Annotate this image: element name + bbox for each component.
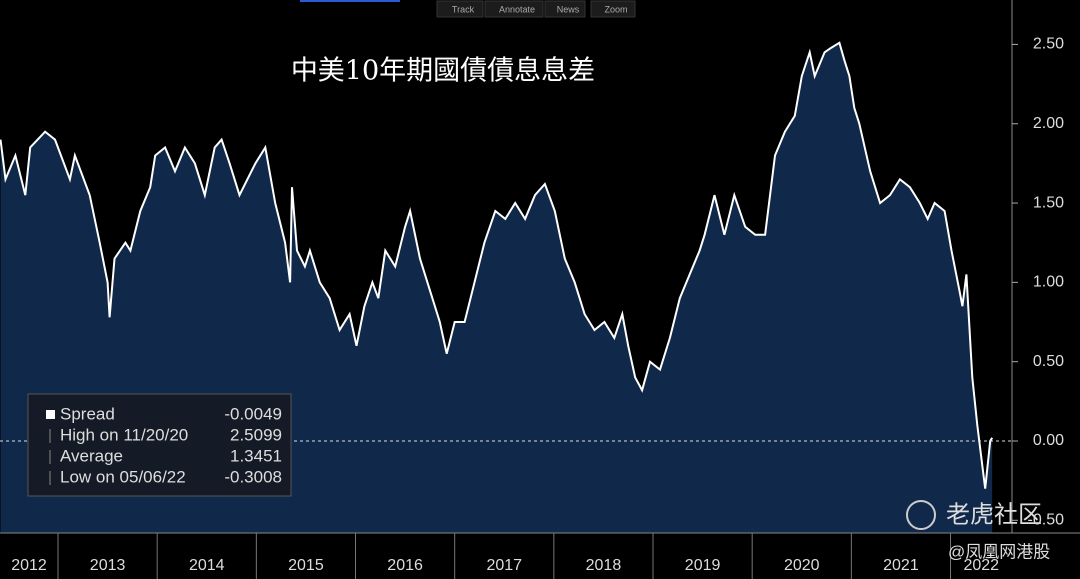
legend-label: Average: [60, 446, 123, 465]
watermark-brand: 老虎社区: [946, 501, 1042, 528]
toolbar-button[interactable]: [436, 0, 484, 18]
x-tick-label: 2022: [963, 557, 999, 574]
legend-value: 1.3451: [230, 446, 282, 465]
legend-value: -0.0049: [224, 404, 282, 423]
x-tick-label: 2014: [189, 557, 225, 574]
legend: Spread -0.0049 High on 11/20/20 2.5099 Avera…: [27, 393, 292, 497]
legend-label: Low on 05/06/22: [60, 467, 186, 486]
x-tick-label: 2015: [288, 557, 324, 574]
series-line: [0, 41, 994, 489]
toolbar-button[interactable]: [544, 0, 586, 18]
y-tick-label: 0.00: [1033, 432, 1064, 449]
toolbar-button[interactable]: [484, 0, 544, 18]
watermark-credit: @凤凰网港股: [948, 542, 1050, 561]
y-tick-label: 0.50: [1033, 353, 1064, 370]
top-accent: [300, 0, 400, 2]
y-tick-label: -0.50: [1028, 512, 1065, 529]
toolbar-label[interactable]: News: [557, 4, 580, 14]
y-tick-label: 1.00: [1033, 274, 1064, 291]
watermark-icon: [906, 500, 936, 530]
legend-value: -0.3008: [224, 467, 282, 486]
toolbar: Track Annotate News Zoom: [436, 0, 636, 18]
legend-label: High on 11/20/20: [60, 425, 188, 444]
toolbar-button[interactable]: [590, 0, 636, 18]
y-tick-label: 2.50: [1033, 36, 1064, 53]
toolbar-label[interactable]: Annotate: [499, 4, 535, 14]
x-tick-label: 2019: [685, 557, 721, 574]
x-tick-label: 2013: [90, 557, 126, 574]
toolbar-label[interactable]: Track: [452, 4, 475, 14]
y-tick-label: 2.00: [1033, 115, 1064, 132]
x-tick-label: 2012: [11, 557, 47, 574]
x-tick-label: 2020: [784, 557, 820, 574]
y-tick-label: 1.50: [1033, 194, 1064, 211]
x-tick-label: 2017: [486, 557, 522, 574]
legend-value: 2.5099: [230, 425, 282, 444]
legend-label: Spread: [60, 404, 115, 423]
toolbar-label[interactable]: Zoom: [604, 4, 627, 14]
x-tick-label: 2021: [883, 557, 919, 574]
x-tick-label: 2018: [586, 557, 622, 574]
watermark: 老虎社区 @凤凰网港股: [906, 500, 1050, 561]
chart-title: 中美10年期國債債息息差: [291, 56, 595, 87]
legend-box: [27, 393, 292, 497]
legend-swatch: [46, 410, 55, 419]
x-tick-label: 2016: [387, 557, 423, 574]
